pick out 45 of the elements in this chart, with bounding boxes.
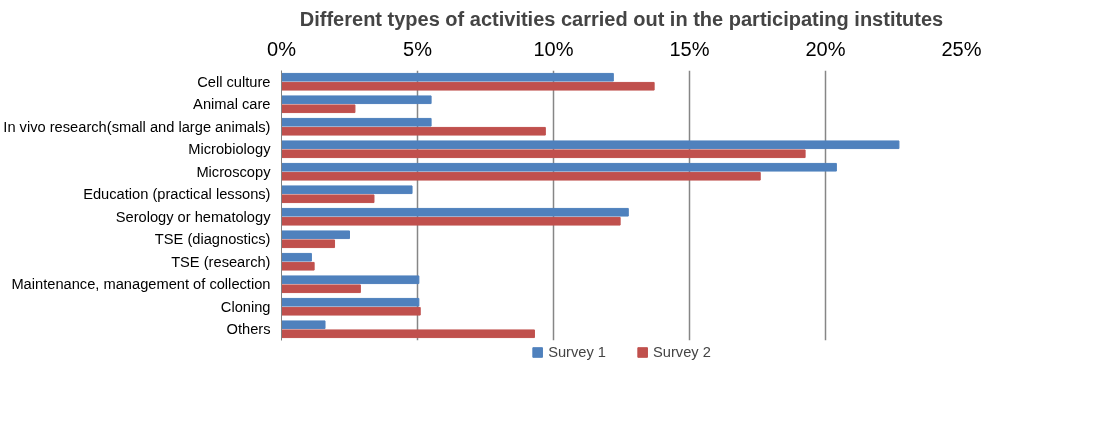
bar — [281, 72, 614, 82]
bar — [281, 239, 336, 249]
y-tick-label: Animal care — [193, 96, 271, 113]
bar — [281, 207, 629, 217]
bar — [281, 194, 375, 204]
bar — [281, 185, 413, 195]
bar — [281, 252, 312, 262]
bar — [281, 261, 315, 271]
x-tick-label: 5% — [403, 37, 433, 60]
y-tick-label: Serology or hematology — [115, 208, 272, 225]
y-tick-label: Cloning — [220, 298, 271, 315]
y-tick-label: Education (practical lessons) — [83, 186, 271, 203]
bar — [281, 81, 655, 91]
bar — [281, 104, 356, 114]
bar — [281, 329, 535, 339]
bar — [281, 306, 421, 316]
bar — [281, 126, 546, 136]
x-tick-label: 20% — [805, 37, 846, 60]
y-tick-label: Others — [226, 321, 271, 338]
bar — [281, 284, 361, 294]
y-tick-label: Microscopy — [196, 163, 272, 180]
chart-title: Different types of activities carried out in the participating institutes — [299, 7, 944, 30]
y-tick-label: Maintenance, management of collection — [11, 276, 271, 293]
x-tick-label: 10% — [533, 37, 574, 60]
x-tick-label: 15% — [669, 37, 710, 60]
y-tick-label: TSE (research) — [171, 253, 271, 270]
x-tick-label: 25% — [941, 37, 982, 60]
bar — [281, 320, 326, 330]
y-tick-label: In vivo research(small and large animals) — [3, 118, 271, 135]
y-tick-label: Microbiology — [188, 141, 272, 158]
bar — [281, 275, 420, 285]
bar — [281, 171, 761, 181]
bar — [281, 230, 350, 240]
bar — [281, 117, 432, 127]
bar — [281, 297, 420, 307]
bar — [281, 95, 432, 105]
bar — [281, 216, 621, 226]
y-tick-label: TSE (diagnostics) — [154, 231, 271, 248]
legend-label: Survey 1 — [548, 344, 606, 360]
y-tick-label: Cell culture — [197, 73, 271, 90]
legend-label: Survey 2 — [653, 344, 711, 360]
bar — [281, 149, 806, 159]
bar — [281, 140, 900, 150]
x-tick-label: 0% — [267, 37, 297, 60]
bar — [281, 162, 837, 172]
